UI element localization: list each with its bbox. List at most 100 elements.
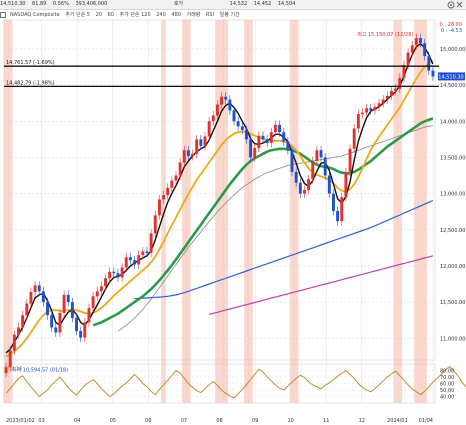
candle-body: [327, 175, 331, 194]
legend-item[interactable]: 60: [107, 12, 114, 18]
candle-body: [120, 267, 124, 278]
legend-item[interactable]: 20: [95, 12, 102, 18]
candle-body: [236, 121, 240, 127]
candle-body: [83, 322, 87, 338]
candle-body: [104, 278, 107, 287]
x-tick-label: 08: [216, 418, 222, 424]
candle-body: [244, 129, 248, 140]
candle-body: [141, 251, 145, 256]
highlight-band: [293, 20, 299, 403]
candle-body: [332, 193, 335, 211]
top-right-label: 0 : -4.53: [441, 28, 462, 34]
legend-item[interactable]: 추가 단순 120: [119, 12, 151, 18]
toolbar-price-1: 14,532: [229, 1, 248, 7]
candle-body: [211, 115, 215, 122]
top-right-label: 0 : 28.00: [440, 22, 462, 28]
candle-body: [348, 148, 352, 172]
candle-body: [174, 175, 178, 181]
legend-title: NASDAQ Composite: [10, 12, 60, 18]
candle-body: [344, 171, 348, 198]
candle-body: [261, 135, 265, 140]
candle-body: [207, 121, 211, 137]
candle-body: [224, 96, 228, 100]
highlight-band: [186, 20, 191, 403]
reference-line-label: 14,482.79 (-1.98%): [6, 80, 55, 86]
quote-value: 14,510.30: [0, 1, 26, 7]
x-tick-label: 07: [181, 418, 187, 424]
toolbar-center-label[interactable]: 호가: [173, 1, 184, 7]
candle-body: [265, 139, 269, 143]
candle-body: [290, 150, 294, 172]
candle-body: [70, 302, 74, 319]
candle-body: [46, 302, 49, 316]
candle-body: [182, 150, 186, 163]
candle-body: [54, 327, 58, 333]
x-tick-label: 11: [323, 418, 329, 424]
rsi-tick-label: 80.00: [440, 369, 454, 375]
candle-body: [58, 312, 62, 333]
highlight-band: [289, 20, 295, 403]
candle-body: [79, 331, 83, 338]
candle-body: [191, 153, 195, 156]
candle-body: [4, 367, 8, 374]
candle-body: [108, 271, 112, 279]
close-icon[interactable]: [456, 1, 463, 8]
candle-body: [385, 95, 389, 100]
legend-item[interactable]: 480: [171, 12, 181, 18]
gear-icon[interactable]: [447, 1, 455, 9]
candle-body: [356, 114, 360, 129]
legend-item[interactable]: 추가 단순 5: [65, 12, 90, 18]
candle-body: [186, 150, 190, 156]
candle-body: [419, 38, 422, 44]
ma60-line: [92, 117, 434, 327]
candle-body: [257, 135, 261, 149]
highlight-band: [244, 20, 249, 403]
candle-body: [95, 291, 99, 297]
candle-body: [394, 88, 398, 91]
y-tick-label: 12,500.00: [440, 228, 465, 234]
highlight-band: [397, 20, 403, 403]
candle-body: [75, 318, 78, 332]
candle-body: [162, 195, 166, 200]
legend-item[interactable]: 일봉 기간: [219, 12, 240, 18]
candle-body: [17, 327, 20, 335]
x-tick-label: 09: [252, 418, 258, 424]
highlight-band: [422, 20, 427, 403]
highlight-band: [414, 20, 419, 403]
legend-checkbox[interactable]: [0, 11, 6, 18]
candle-body: [381, 99, 385, 104]
x-tick-label: 03: [38, 418, 44, 424]
candle-body: [50, 315, 54, 328]
rsi-tick-label: 40.00: [440, 395, 454, 401]
y-tick-label: 14,500.00: [440, 83, 465, 89]
candle-body: [253, 148, 257, 158]
legend-item[interactable]: 거래량: [186, 12, 201, 18]
candle-body: [402, 64, 406, 78]
y-tick-label: 11,500.00: [440, 300, 465, 306]
candle-body: [431, 70, 435, 77]
toolbar-price-2: 14,452: [253, 1, 272, 7]
candle-body: [240, 126, 244, 130]
candle-body: [352, 128, 356, 149]
candle-body: [282, 132, 286, 142]
legend-item[interactable]: RSI: [205, 12, 215, 18]
x-tick-label: 01/04: [419, 418, 433, 424]
candle-body: [228, 99, 232, 111]
candle-body: [195, 139, 199, 154]
x-tick-label: 10: [287, 418, 293, 424]
candle-body: [294, 171, 298, 183]
legend-item[interactable]: 240: [156, 12, 166, 18]
low-annotation: 최저 10,594.57 (01/18): [12, 367, 68, 374]
rsi-label: RSI 14: [6, 366, 22, 372]
rsi-tick-label: 50.00: [440, 388, 454, 394]
candle-body: [137, 255, 141, 265]
highlight-band: [223, 20, 228, 403]
candle-body: [145, 251, 149, 253]
candle-body: [112, 271, 116, 274]
x-tick-label: 06: [145, 418, 151, 424]
high-annotation: 최고 15,150.07 (12/28): [357, 31, 413, 38]
candle-body: [124, 257, 128, 268]
x-tick-label: 12: [359, 418, 365, 424]
candle-body: [336, 210, 340, 222]
